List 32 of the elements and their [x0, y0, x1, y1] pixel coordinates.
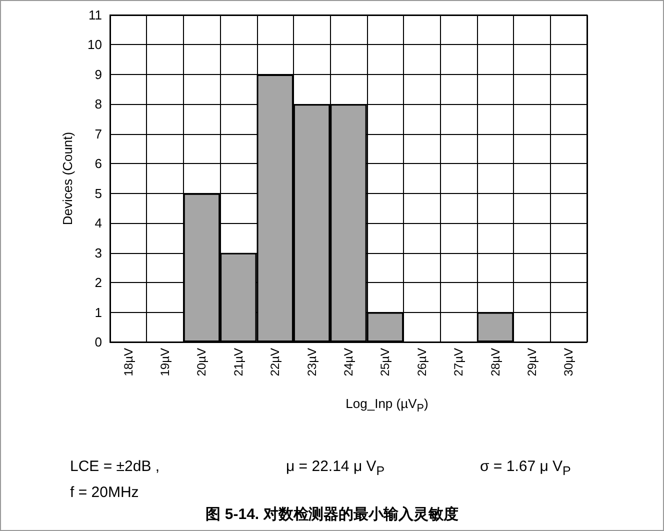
text: f = 20MHz: [70, 484, 139, 501]
x-tick-label: 22µV: [268, 348, 282, 376]
x-tick-label: 23µV: [304, 348, 319, 376]
x-tick-label: 21µV: [231, 348, 246, 376]
y-tick-label: 1: [94, 304, 102, 320]
y-axis-title: Devices (Count): [60, 132, 75, 226]
text: σ = 1.67 μ V$_{P}$: [480, 458, 571, 478]
text: μ = 22.14 μ V$_{P}$: [286, 458, 385, 478]
text: LCE = ±2dB ,: [70, 458, 160, 475]
x-tick-label: 30µV: [562, 348, 576, 376]
y-tick-label: 6: [94, 156, 102, 172]
y-tick-label: 7: [94, 126, 102, 142]
y-tick-label: 3: [94, 245, 102, 260]
y-tick-label: 4: [94, 216, 102, 231]
x-tick-label: 18µV: [121, 348, 136, 376]
x-tick-label: 29µV: [524, 348, 539, 376]
y-tick-label: 2: [94, 275, 102, 290]
y-tick-label: 9: [94, 66, 102, 82]
y-tick-label: 10: [88, 37, 102, 52]
text: 图 5-14. 对数检测器的最小输入灵敏度: [206, 505, 458, 524]
x-tick-label: 24µV: [342, 348, 356, 376]
x-tick-label: 20µV: [194, 348, 209, 376]
x-tick-label: 26µV: [414, 348, 429, 376]
x-tick-label: 28µV: [488, 348, 502, 376]
x-tick-label: 19µV: [158, 348, 172, 376]
y-tick-label: 5: [94, 186, 102, 201]
y-tick-label: 11: [88, 8, 102, 22]
y-tick-label: 0: [94, 334, 102, 350]
x-tick-label: 25µV: [378, 348, 392, 376]
x-tick-label: 27µV: [452, 348, 466, 376]
y-tick-label: 8: [94, 96, 102, 112]
x-axis-title: Log_Inp (µV$_{P}$): [346, 396, 428, 415]
